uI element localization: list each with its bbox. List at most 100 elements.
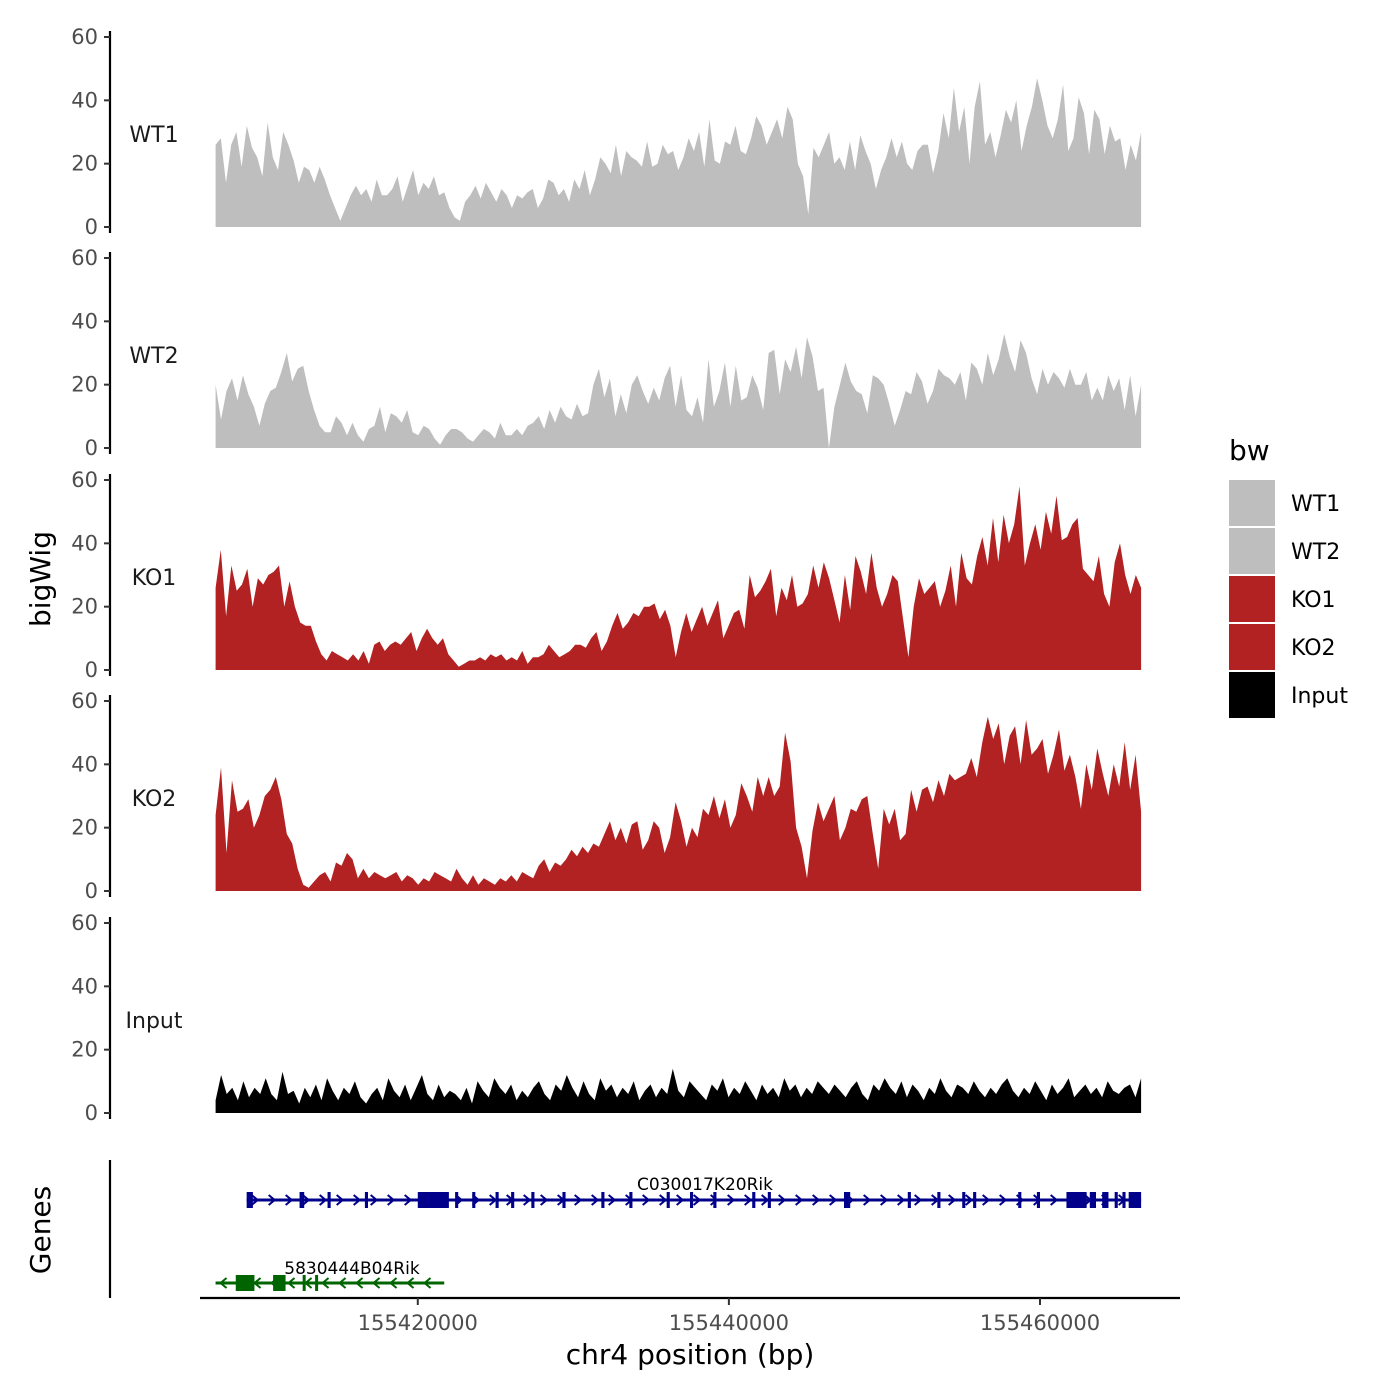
x-axis-title: chr4 position (bp) xyxy=(566,1338,815,1371)
track-panel-ko1: 0 20 40 60 KO1 xyxy=(71,468,1142,682)
track-label-wt1: WT1 xyxy=(129,123,178,148)
strand-arrow xyxy=(252,1277,262,1289)
strand-arrow xyxy=(948,1194,957,1206)
track-panel-input: 0 20 40 60 Input xyxy=(71,911,1142,1125)
track-label-input: Input xyxy=(126,1009,183,1034)
strand-arrow xyxy=(812,1194,821,1206)
legend-title: bw xyxy=(1229,434,1270,467)
x-tick-label: 155420000 xyxy=(358,1311,478,1335)
strand-arrow xyxy=(354,1277,364,1289)
gene-label: C030017K20Rik xyxy=(637,1175,773,1195)
strand-arrow xyxy=(727,1194,736,1206)
y-tick-label: 60 xyxy=(71,468,98,492)
legend-label-wt1: WT1 xyxy=(1291,492,1340,517)
exon xyxy=(364,1192,368,1208)
strand-arrow xyxy=(404,1194,413,1206)
strand-arrow xyxy=(897,1194,906,1206)
exon xyxy=(511,1192,515,1208)
exon xyxy=(962,1192,966,1208)
strand-arrow xyxy=(693,1194,702,1206)
strand-arrow xyxy=(999,1194,1008,1206)
exon xyxy=(417,1192,449,1208)
x-tick-label: 155460000 xyxy=(980,1311,1100,1335)
y-tick-label: 20 xyxy=(71,373,98,397)
strand-arrow xyxy=(608,1194,617,1206)
exon xyxy=(937,1192,941,1208)
genes-layer: C030017K20Rik 5830444B04Rik xyxy=(108,1160,1142,1298)
gene-label: 5830444B04Rik xyxy=(284,1259,420,1279)
track-area-wt2 xyxy=(215,334,1142,448)
track-area-ko1 xyxy=(215,486,1142,670)
y-tick-label: 20 xyxy=(71,816,98,840)
exon xyxy=(752,1192,756,1208)
y-tick-label: 20 xyxy=(71,1038,98,1062)
strand-arrow xyxy=(353,1194,362,1206)
y-tick-label: 40 xyxy=(71,88,98,112)
exon xyxy=(767,1192,771,1208)
exon xyxy=(713,1192,717,1208)
exon xyxy=(495,1192,499,1208)
strand-arrow xyxy=(387,1194,396,1206)
track-label-wt2: WT2 xyxy=(129,344,178,369)
y-tick-label: 0 xyxy=(85,879,98,903)
exon xyxy=(302,1275,306,1291)
tracks-layer: 0 20 40 60 WT1 0 20 40 60 WT2 0 20 40 60 KO1 0 20 40 60 KO2… xyxy=(71,25,1142,1125)
exon xyxy=(562,1192,566,1208)
track-area-input xyxy=(215,1068,1142,1113)
strand-arrow xyxy=(405,1277,415,1289)
legend-swatch-ko1 xyxy=(1229,576,1275,622)
strand-arrow xyxy=(320,1277,330,1289)
strand-arrow xyxy=(914,1194,923,1206)
x-tick-label: 155440000 xyxy=(669,1311,789,1335)
strand-arrow xyxy=(371,1277,381,1289)
y-tick-label: 20 xyxy=(71,595,98,619)
y-tick-label: 40 xyxy=(71,309,98,333)
exon xyxy=(844,1192,851,1208)
exon xyxy=(472,1192,476,1208)
track-panel-wt2: 0 20 40 60 WT2 xyxy=(71,246,1142,460)
strand-arrow xyxy=(302,1194,311,1206)
strand-arrow xyxy=(540,1194,549,1206)
y-tick-label: 40 xyxy=(71,531,98,555)
strand-arrow xyxy=(251,1194,260,1206)
y-tick-label: 60 xyxy=(71,25,98,49)
strand-arrow xyxy=(591,1194,600,1206)
strand-arrow xyxy=(761,1194,770,1206)
gene-c030017k20rik: C030017K20Rik xyxy=(246,1175,1142,1208)
y-tick-label: 60 xyxy=(71,689,98,713)
strand-arrow xyxy=(523,1194,532,1206)
exon xyxy=(1128,1192,1142,1208)
exon xyxy=(973,1192,977,1208)
strand-arrow xyxy=(388,1277,398,1289)
strand-arrow xyxy=(795,1194,804,1206)
y-tick-label: 0 xyxy=(85,1101,98,1125)
exon xyxy=(246,1192,253,1208)
legend-swatch-wt2 xyxy=(1229,528,1275,574)
strand-arrow xyxy=(863,1194,872,1206)
track-area-wt1 xyxy=(215,78,1142,227)
y-tick-label: 60 xyxy=(71,246,98,270)
strand-arrow xyxy=(982,1194,991,1206)
y-tick-label: 20 xyxy=(71,152,98,176)
exon xyxy=(327,1192,331,1208)
exon xyxy=(315,1275,319,1291)
exon xyxy=(1066,1192,1087,1208)
exon xyxy=(455,1192,459,1208)
exon xyxy=(1089,1192,1096,1208)
strand-arrow xyxy=(574,1194,583,1206)
y-tick-label: 0 xyxy=(85,436,98,460)
genes-panel-title: Genes xyxy=(24,1186,57,1274)
exon xyxy=(299,1192,305,1208)
exon xyxy=(601,1192,605,1208)
y-tick-label: 40 xyxy=(71,752,98,776)
exon xyxy=(666,1192,670,1208)
track-label-ko2: KO2 xyxy=(132,787,177,812)
exon xyxy=(1036,1192,1040,1208)
strand-arrow xyxy=(286,1277,296,1289)
y-axis-title: bigWig xyxy=(24,531,57,627)
exon xyxy=(235,1275,255,1291)
strand-arrow xyxy=(659,1194,668,1206)
legend-label-input: Input xyxy=(1291,684,1348,709)
y-tick-label: 0 xyxy=(85,215,98,239)
strand-arrow xyxy=(744,1194,753,1206)
